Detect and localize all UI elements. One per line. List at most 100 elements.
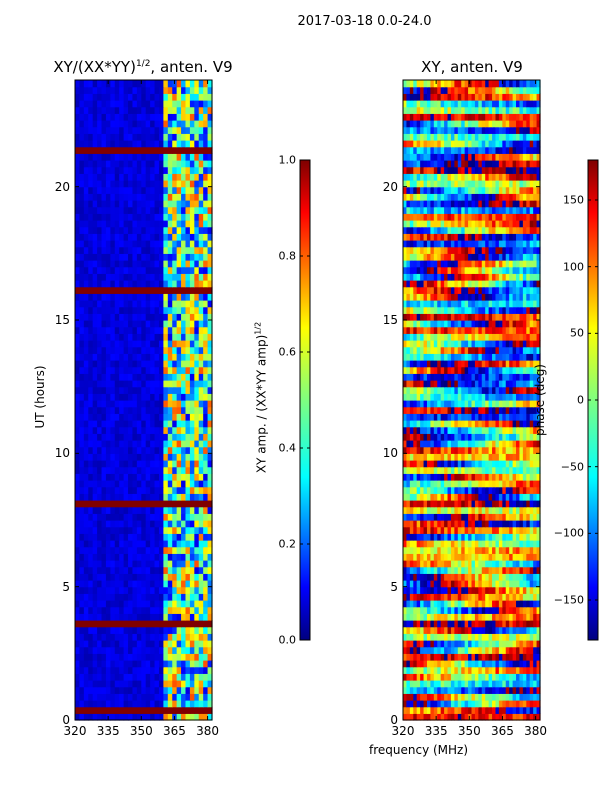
amp-cell [145, 693, 151, 701]
phase-cell [444, 580, 449, 588]
amp-cell [79, 346, 85, 354]
amp-cell [105, 506, 111, 514]
phase-cell [433, 560, 438, 568]
amp-cell [194, 313, 200, 321]
phase-cell [406, 406, 411, 414]
amp-cell [150, 200, 156, 208]
amp-cell [136, 440, 142, 448]
phase-cell [409, 526, 414, 534]
phase-cell [481, 400, 486, 408]
amp-cell [110, 520, 116, 528]
phase-cell [468, 500, 473, 508]
amp-cell [154, 426, 160, 434]
amp-cell [181, 620, 187, 628]
amp-cell [92, 473, 98, 481]
amp-cell [132, 680, 138, 688]
phase-cell [426, 486, 431, 494]
amp-cell [154, 373, 160, 381]
amp-cell [198, 666, 204, 674]
amp-cell [158, 420, 164, 428]
amp-cell [101, 186, 107, 194]
amp-cell [189, 533, 195, 541]
amp-cell [163, 706, 169, 714]
phase-cell [437, 593, 442, 601]
phase-cell [495, 600, 500, 608]
phase-cell [526, 520, 531, 528]
phase-cell [485, 420, 490, 428]
amp-cell [79, 473, 85, 481]
amp-cell [194, 146, 200, 154]
amp-cell [189, 140, 195, 148]
amp-cell [176, 86, 182, 94]
amp-cell [110, 266, 116, 274]
phase-cell [433, 446, 438, 454]
phase-cell [495, 560, 500, 568]
amp-cell [163, 573, 169, 581]
amp-cell [163, 320, 169, 328]
phase-cell [461, 386, 466, 394]
amp-cell [167, 260, 173, 268]
phase-cell [485, 513, 490, 521]
amp-cell [83, 313, 89, 321]
amp-cell [207, 120, 213, 128]
phase-cell [454, 553, 459, 561]
phase-cell [505, 540, 510, 548]
phase-cell [409, 653, 414, 661]
phase-cell [522, 433, 527, 441]
phase-cell [430, 666, 435, 674]
amp-cell [189, 433, 195, 441]
amp-cell [203, 533, 209, 541]
amp-cell [150, 146, 156, 154]
amp-cell [97, 306, 103, 314]
amp-cell [136, 173, 142, 181]
phase-cell [440, 553, 445, 561]
phase-cell [444, 640, 449, 648]
phase-cell [430, 626, 435, 634]
phase-cell [413, 513, 418, 521]
phase-cell [529, 420, 534, 428]
amp-cell [128, 520, 134, 528]
amp-cell [176, 186, 182, 194]
phase-cell [509, 440, 514, 448]
amp-cell [198, 700, 204, 708]
amp-cell [154, 206, 160, 214]
amp-cell [136, 273, 142, 281]
phase-cell [512, 413, 517, 421]
amp-cell [167, 453, 173, 461]
amp-cell [207, 100, 213, 108]
phase-cell [447, 606, 452, 614]
phase-cell [440, 660, 445, 668]
phase-cell [468, 506, 473, 514]
phase-cell [444, 480, 449, 488]
amp-cell [181, 426, 187, 434]
amp-cell [154, 466, 160, 474]
phase-cell [450, 673, 455, 681]
amp-cell [150, 93, 156, 101]
amp-cell [114, 146, 120, 154]
amp-cell [132, 193, 138, 201]
amp-cell [79, 493, 85, 501]
amp-cell [75, 93, 81, 101]
amp-cell [88, 520, 94, 528]
phase-cell [526, 513, 531, 521]
phase-cell [409, 500, 414, 508]
amp-cell [132, 560, 138, 568]
phase-cell [498, 466, 503, 474]
phase-cell [536, 626, 541, 634]
amp-cell [145, 646, 151, 654]
amp-cell [132, 273, 138, 281]
amp-cell [176, 400, 182, 408]
phase-cell [516, 500, 521, 508]
amp-cell [136, 680, 142, 688]
amp-cell [176, 466, 182, 474]
phase-cell [509, 713, 514, 721]
amp-cell [132, 200, 138, 208]
amp-cell [141, 593, 147, 601]
amp-cell [194, 586, 200, 594]
amp-cell [158, 640, 164, 648]
amp-cell [189, 606, 195, 614]
amp-cell [176, 666, 182, 674]
amp-cell [181, 653, 187, 661]
amp-cell [145, 80, 151, 88]
amp-cell [181, 386, 187, 394]
